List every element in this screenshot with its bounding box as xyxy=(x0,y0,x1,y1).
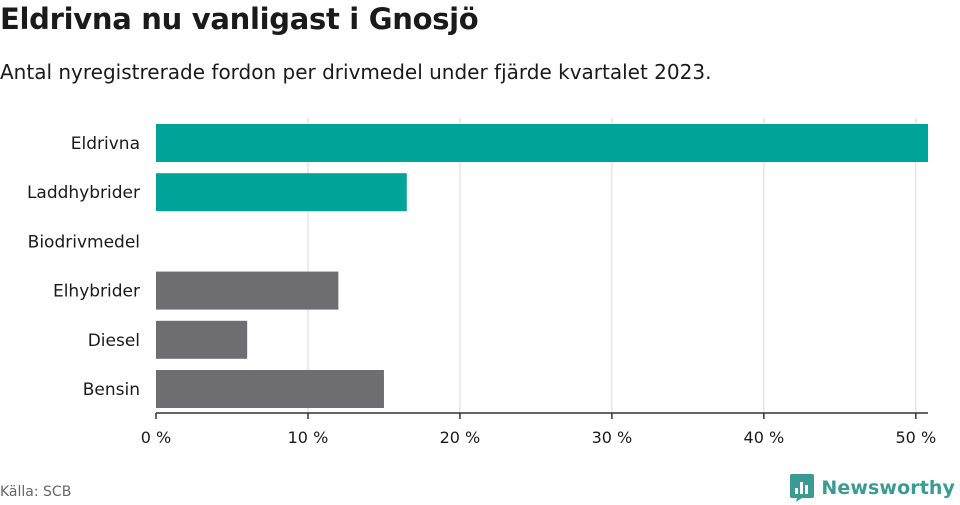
x-tick-label: 10 % xyxy=(288,428,329,447)
bar-laddhybrider xyxy=(156,173,407,212)
chart-subtitle: Antal nyregistrerade fordon per drivmede… xyxy=(0,60,712,84)
x-axis: 0 % 10 % 20 % 30 % 40 % 50 % xyxy=(141,412,937,447)
bar-elhybrider xyxy=(156,271,339,310)
bar-bensin xyxy=(156,370,384,408)
bar-chart-speech-bubble-icon xyxy=(790,474,815,502)
source-note: Källa: SCB xyxy=(0,484,72,500)
chart-title: Eldrivna nu vanligast i Gnosjö xyxy=(0,2,479,36)
bar-chart: Eldrivna Laddhybrider Biodrivmedel Elhybrid… xyxy=(27,118,937,447)
brand-logo: Newsworthy xyxy=(789,473,955,503)
bar-diesel xyxy=(156,320,248,359)
category-label: Bensin xyxy=(83,380,140,400)
x-tick-label: 30 % xyxy=(592,428,633,447)
gridlines xyxy=(307,118,917,413)
x-tick-label: 40 % xyxy=(744,428,785,447)
x-tick-label: 50 % xyxy=(896,428,937,447)
category-labels: Eldrivna Laddhybrider Biodrivmedel Elhybrid… xyxy=(27,134,140,400)
category-label: Eldrivna xyxy=(71,134,140,154)
bar-eldrivna xyxy=(156,124,928,162)
brand-name: Newsworthy xyxy=(821,477,955,499)
category-label: Diesel xyxy=(88,331,140,351)
x-tick-label: 0 % xyxy=(141,428,171,447)
x-tick-label: 20 % xyxy=(440,428,481,447)
category-label: Biodrivmedel xyxy=(28,232,140,252)
category-label: Elhybrider xyxy=(53,282,140,302)
bars xyxy=(156,124,928,408)
category-label: Laddhybrider xyxy=(27,183,140,203)
